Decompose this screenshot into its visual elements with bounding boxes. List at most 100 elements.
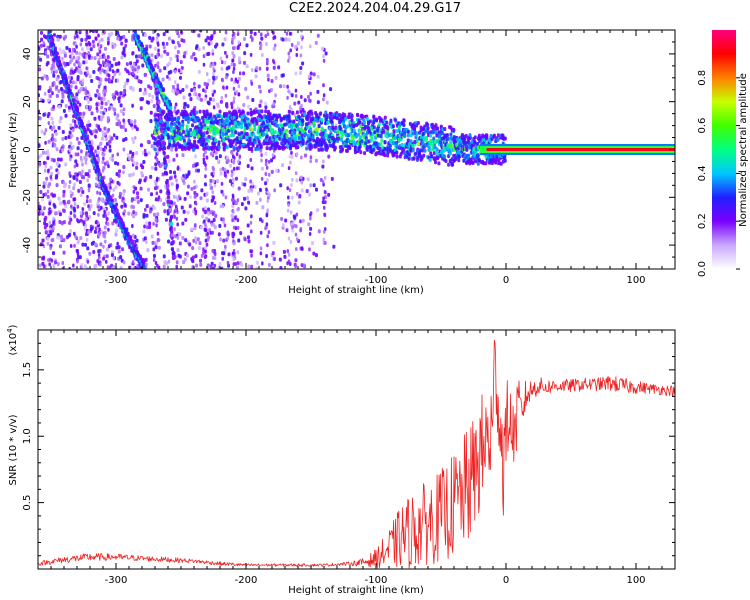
spectrogram-cell [87, 54, 91, 59]
spectrogram-cell [57, 89, 61, 94]
spectrogram-cell [300, 263, 304, 268]
spectrogram-cell [316, 74, 320, 79]
spectrogram-cell [51, 133, 54, 138]
spectrogram-cell [193, 132, 197, 137]
spectrogram-cell [301, 61, 305, 66]
spectrogram-cell [222, 217, 225, 222]
spectrogram-cell [175, 185, 179, 190]
spectrogram-cell [152, 104, 156, 109]
spectrogram-cell [278, 145, 282, 150]
spectrogram-cell [85, 199, 89, 204]
spectrogram-cell [247, 239, 251, 244]
spectrogram-cell [287, 51, 291, 56]
spectrogram-cell [265, 165, 269, 170]
spectrogram-cell [190, 186, 194, 191]
spectrogram-cell [152, 30, 155, 35]
spectrogram-cell [413, 139, 417, 144]
spectrogram-cell [299, 219, 302, 224]
spectrogram-cell [176, 54, 179, 59]
spectrogram-cell [346, 133, 350, 138]
spectrogram-cell [54, 131, 58, 136]
spectrogram-cell [107, 211, 110, 216]
spectrogram-cell [204, 166, 208, 171]
spectrogram-cell [290, 183, 293, 188]
spectrogram-cell [72, 206, 76, 211]
spectrogram-cell [113, 111, 117, 116]
spectrogram-cell [306, 177, 310, 182]
spectrogram-cell [50, 116, 54, 121]
spectrogram-cell [267, 141, 271, 146]
spectrogram-cell [246, 164, 250, 169]
spectrogram-cell [99, 96, 103, 101]
spectrogram-cell [75, 163, 79, 168]
spectrogram-cell [44, 230, 48, 235]
spectrogram-cell [87, 188, 91, 193]
spectrogram-cell [322, 205, 326, 210]
spectrogram-cell [233, 199, 236, 204]
spectrogram-cell [168, 143, 172, 148]
spectrogram-cell [218, 154, 222, 159]
spectrogram-cell [153, 206, 157, 211]
spectrogram-cell [322, 237, 326, 242]
spectrogram-cell [281, 127, 285, 132]
spectrogram-cell [148, 221, 152, 226]
spectrogram-cell [348, 146, 352, 151]
spectrogram-cell [75, 177, 79, 182]
spectrogram-cell [45, 62, 49, 67]
spectrogram-cell [213, 263, 217, 268]
spectrogram-cell [194, 236, 197, 241]
spectrogram-cell [388, 143, 392, 148]
spectrogram-cell [143, 87, 147, 92]
spectrogram-cell [294, 88, 298, 93]
spectrogram-cell [300, 103, 303, 108]
spectrogram-cell [253, 184, 257, 189]
spectrogram-cell [177, 194, 181, 199]
spectrogram-cell [264, 105, 268, 110]
spectrogram-cell [104, 77, 108, 82]
spectrogram-cell [321, 200, 325, 205]
spectrogram-cell [46, 114, 50, 119]
spectrogram-cell [238, 71, 242, 76]
spectrogram-cell [304, 132, 308, 137]
spectrogram-cell [287, 166, 291, 171]
spectrogram-cell [106, 265, 110, 269]
spectrogram-cell [176, 197, 180, 202]
spectrogram-cell [308, 247, 311, 252]
spectrogram-cell [210, 41, 213, 46]
spectrogram-cell [397, 125, 401, 130]
spectrogram-cell [235, 90, 239, 95]
spectrogram-cell [295, 224, 298, 229]
spectrogram-cell [116, 78, 120, 83]
spectrogram-cell [240, 262, 244, 267]
spectrogram-cell [470, 139, 474, 144]
spectrogram-cell [122, 46, 126, 51]
spectrogram-cell [350, 118, 354, 123]
spectrogram-cell [175, 153, 179, 158]
spectrogram-cell [227, 252, 231, 257]
spectrogram-cell [212, 179, 215, 184]
spectrogram-cell [145, 204, 149, 209]
spectrogram-cell [51, 193, 55, 198]
spectrogram-cell [113, 72, 116, 77]
spectrogram-cell [119, 35, 123, 40]
spectrogram-cell [243, 51, 247, 56]
spectrogram-cell [231, 58, 235, 63]
spectrogram-cell [244, 86, 248, 91]
spectrogram-cell [105, 247, 109, 252]
spectrogram-cell [199, 225, 203, 230]
spectrogram-cell [114, 185, 118, 190]
spectrogram-cell [244, 206, 248, 211]
spectrogram-cell [76, 136, 79, 141]
spectrogram-cell [218, 223, 222, 228]
spectrogram-cell [173, 214, 176, 219]
spectrogram-cell [186, 191, 190, 196]
spectrogram-cell [309, 91, 312, 96]
spectrogram-cell [193, 56, 197, 61]
spectrogram-cell [280, 216, 284, 221]
spectrogram-cell [73, 119, 77, 124]
spectrogram-cell [70, 51, 74, 56]
spectrogram-cell [101, 199, 105, 204]
spectrogram-cell [52, 216, 55, 221]
spectrogram-cell [272, 101, 275, 106]
spectrogram-cell [132, 233, 135, 238]
